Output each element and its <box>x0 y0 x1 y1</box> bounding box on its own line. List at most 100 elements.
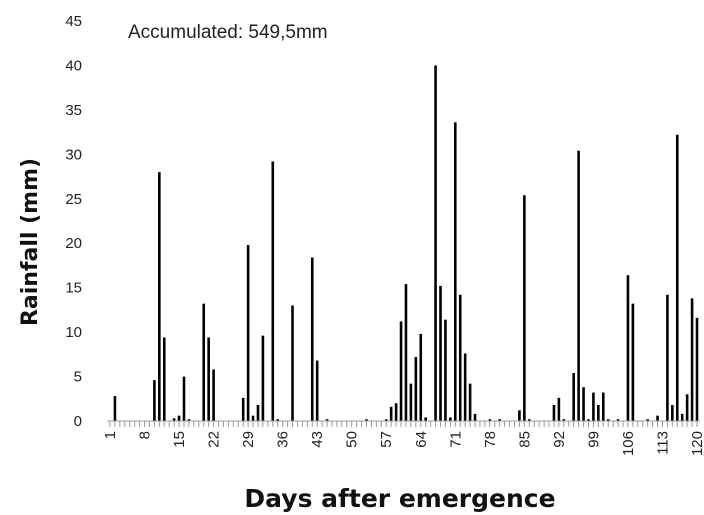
x-tick-label: 57 <box>378 431 395 448</box>
rainfall-bar <box>468 383 472 421</box>
y-tick-label: 30 <box>65 146 82 163</box>
rainfall-bar <box>424 417 427 421</box>
rainfall-bar <box>153 380 156 421</box>
rainfall-bar <box>187 419 191 421</box>
rainfall-bar <box>680 413 684 421</box>
rainfall-bar <box>562 419 566 421</box>
rainfall-bar <box>453 122 457 421</box>
rainfall-bar <box>251 415 255 421</box>
rainfall-bar <box>675 134 679 421</box>
rainfall-bar <box>582 387 585 421</box>
rainfall-bar <box>631 303 635 421</box>
y-tick-label: 0 <box>74 413 82 430</box>
accumulated-annotation: Accumulated: 549,5mm <box>128 22 328 43</box>
x-tick-label: 43 <box>309 431 326 448</box>
rainfall-bar <box>207 337 210 421</box>
x-tick-label: 36 <box>275 431 292 448</box>
rainfall-bar <box>449 417 452 421</box>
x-tick-label: 99 <box>585 431 602 448</box>
rainfall-bar <box>690 298 694 421</box>
rainfall-bar <box>384 419 388 421</box>
x-axis-title: Days after emergence <box>244 484 555 513</box>
rainfall-bar <box>463 353 467 421</box>
x-tick-label: 15 <box>171 431 188 448</box>
rainfall-bar <box>695 317 699 421</box>
rainfall-bar <box>685 394 689 421</box>
rainfall-bar <box>399 321 403 421</box>
x-tick-label: 71 <box>447 431 464 448</box>
x-tick-label: 113 <box>654 431 671 455</box>
rainfall-bar <box>389 406 393 421</box>
x-tick-label: 29 <box>240 431 257 448</box>
y-tick-label: 35 <box>65 102 82 119</box>
rainfall-bar <box>458 294 462 421</box>
y-tick-label: 45 <box>65 13 82 30</box>
x-tick-label: 50 <box>344 431 361 448</box>
y-tick-label: 25 <box>65 191 82 208</box>
rainfall-bar <box>439 285 442 421</box>
rainfall-bar <box>291 305 294 421</box>
rainfall-bar <box>256 405 260 421</box>
rainfall-bar <box>409 383 413 421</box>
y-tick-label: 5 <box>74 369 82 386</box>
rainfall-bar <box>444 319 447 421</box>
x-tick-label: 8 <box>137 431 154 439</box>
rainfall-bar <box>182 376 186 421</box>
rainfall-bar <box>646 419 649 421</box>
x-tick-label: 106 <box>620 431 637 456</box>
rainfall-bar <box>671 405 674 421</box>
rainfall-bar <box>419 333 423 421</box>
rainfall-bar <box>158 172 161 421</box>
rainfall-bar <box>212 369 215 421</box>
rainfall-bars <box>113 65 699 421</box>
rainfall-bar <box>246 245 250 421</box>
rainfall-bar <box>552 405 556 421</box>
rainfall-bar <box>241 397 245 421</box>
rainfall-bar <box>572 373 575 421</box>
rainfall-bar <box>518 410 521 421</box>
rainfall-bar <box>597 405 600 421</box>
rainfall-bar <box>177 415 181 421</box>
rainfall-bar <box>113 396 117 421</box>
y-tick-label: 15 <box>65 280 82 297</box>
rainfall-bar <box>325 419 329 421</box>
rainfall-bar <box>172 418 176 421</box>
rainfall-bar <box>577 150 580 421</box>
rainfall-bar <box>276 419 280 421</box>
rainfall-bar <box>523 195 526 421</box>
rainfall-bar <box>527 419 531 421</box>
rainfall-bar <box>310 257 314 421</box>
rainfall-bar <box>488 419 492 421</box>
x-axis-ticks: 1 8 15 22 29 36 43 50 57 64 71 78 85 92 99 106 113 120 <box>102 421 704 456</box>
rainfall-bar <box>473 413 477 421</box>
x-tick-label: 120 <box>689 431 704 456</box>
rainfall-bar <box>498 419 501 421</box>
y-axis-ticks: 0 5 10 15 20 25 30 35 40 45 <box>65 13 82 430</box>
rainfall-bar <box>261 335 265 421</box>
rainfall-bar <box>414 357 418 421</box>
rainfall-bar <box>587 419 590 421</box>
rainfall-bar <box>404 284 408 421</box>
y-tick-label: 10 <box>65 324 82 341</box>
rainfall-bar <box>394 403 398 421</box>
x-tick-label: 22 <box>206 431 223 448</box>
x-tick-label: 64 <box>413 431 430 448</box>
rainfall-bar <box>606 419 610 421</box>
rainfall-bar <box>616 419 620 421</box>
rainfall-bar <box>626 275 630 421</box>
rainfall-bar <box>434 65 437 421</box>
y-tick-label: 20 <box>65 235 82 252</box>
x-tick-label: 92 <box>551 431 568 448</box>
x-tick-label: 85 <box>516 431 533 448</box>
x-tick-label: 78 <box>482 431 499 448</box>
rainfall-bar <box>271 161 275 421</box>
rainfall-bar <box>601 392 605 421</box>
rainfall-bar <box>315 360 319 421</box>
rainfall-bar <box>557 397 561 421</box>
y-axis-title: Rainfall (mm) <box>18 158 43 326</box>
rainfall-bar <box>666 294 669 421</box>
rainfall-bar <box>656 415 659 421</box>
rainfall-bar <box>592 392 595 421</box>
rainfall-bar <box>162 337 166 421</box>
